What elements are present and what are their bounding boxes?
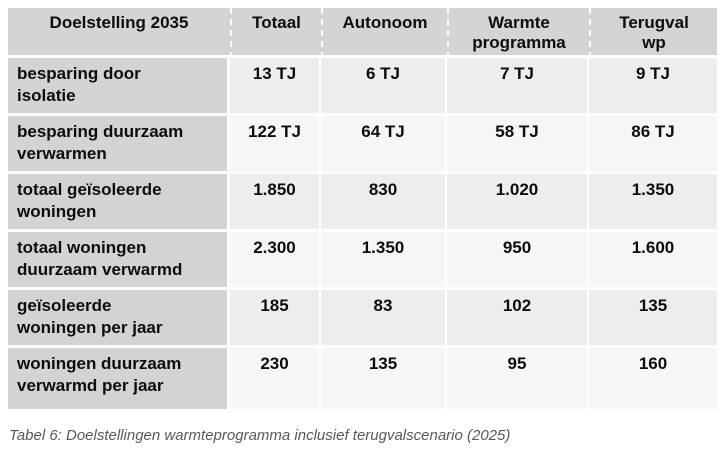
value-cell: 1.350 bbox=[321, 232, 447, 290]
row-label: besparing door isolatie bbox=[8, 58, 230, 116]
value-cell: 1.600 bbox=[589, 232, 717, 290]
value-cell: 1.020 bbox=[447, 174, 589, 232]
value-cell: 230 bbox=[230, 348, 321, 412]
column-header-totaal: Totaal bbox=[230, 8, 321, 58]
table-body: besparing door isolatie 13 TJ 6 TJ 7 TJ … bbox=[8, 58, 717, 412]
value-cell: 160 bbox=[589, 348, 717, 412]
value-cell: 6 TJ bbox=[321, 58, 447, 116]
value-cell: 7 TJ bbox=[447, 58, 589, 116]
value-cell: 95 bbox=[447, 348, 589, 412]
value-cell: 950 bbox=[447, 232, 589, 290]
table-row: besparing duurzaam verwarmen 122 TJ 64 T… bbox=[8, 116, 717, 174]
row-label: totaal geïsoleerde woningen bbox=[8, 174, 230, 232]
value-cell: 83 bbox=[321, 290, 447, 348]
document-page: Doelstelling 2035 Totaal Autonoom Warmte… bbox=[8, 8, 717, 444]
column-header-terugval-wp: Terugval wp bbox=[589, 8, 717, 58]
value-cell: 185 bbox=[230, 290, 321, 348]
table-row: totaal woningen duurzaam verwarmd 2.300 … bbox=[8, 232, 717, 290]
value-cell: 1.850 bbox=[230, 174, 321, 232]
value-cell: 135 bbox=[321, 348, 447, 412]
value-cell: 830 bbox=[321, 174, 447, 232]
value-cell: 86 TJ bbox=[589, 116, 717, 174]
value-cell: 122 TJ bbox=[230, 116, 321, 174]
table-caption: Tabel 6: Doelstellingen warmteprogramma … bbox=[9, 427, 511, 444]
row-label: totaal woningen duurzaam verwarmd bbox=[8, 232, 230, 290]
value-cell: 135 bbox=[589, 290, 717, 348]
value-cell: 2.300 bbox=[230, 232, 321, 290]
header-row: Doelstelling 2035 Totaal Autonoom Warmte… bbox=[8, 8, 717, 58]
table-row: geïsoleerde woningen per jaar 185 83 102… bbox=[8, 290, 717, 348]
value-cell: 13 TJ bbox=[230, 58, 321, 116]
table-row: woningen duurzaam verwarmd per jaar 230 … bbox=[8, 348, 717, 412]
row-label: woningen duurzaam verwarmd per jaar bbox=[8, 348, 230, 412]
column-header-doelstelling: Doelstelling 2035 bbox=[8, 8, 230, 58]
column-header-autonoom: Autonoom bbox=[321, 8, 447, 58]
value-cell: 9 TJ bbox=[589, 58, 717, 116]
row-label: besparing duurzaam verwarmen bbox=[8, 116, 230, 174]
value-cell: 102 bbox=[447, 290, 589, 348]
value-cell: 64 TJ bbox=[321, 116, 447, 174]
goals-table: Doelstelling 2035 Totaal Autonoom Warmte… bbox=[8, 8, 717, 412]
table-header: Doelstelling 2035 Totaal Autonoom Warmte… bbox=[8, 8, 717, 58]
value-cell: 1.350 bbox=[589, 174, 717, 232]
table-row: besparing door isolatie 13 TJ 6 TJ 7 TJ … bbox=[8, 58, 717, 116]
table-row: totaal geïsoleerde woningen 1.850 830 1.… bbox=[8, 174, 717, 232]
row-label: geïsoleerde woningen per jaar bbox=[8, 290, 230, 348]
value-cell: 58 TJ bbox=[447, 116, 589, 174]
column-header-warmteprogramma: Warmte programma bbox=[447, 8, 589, 58]
